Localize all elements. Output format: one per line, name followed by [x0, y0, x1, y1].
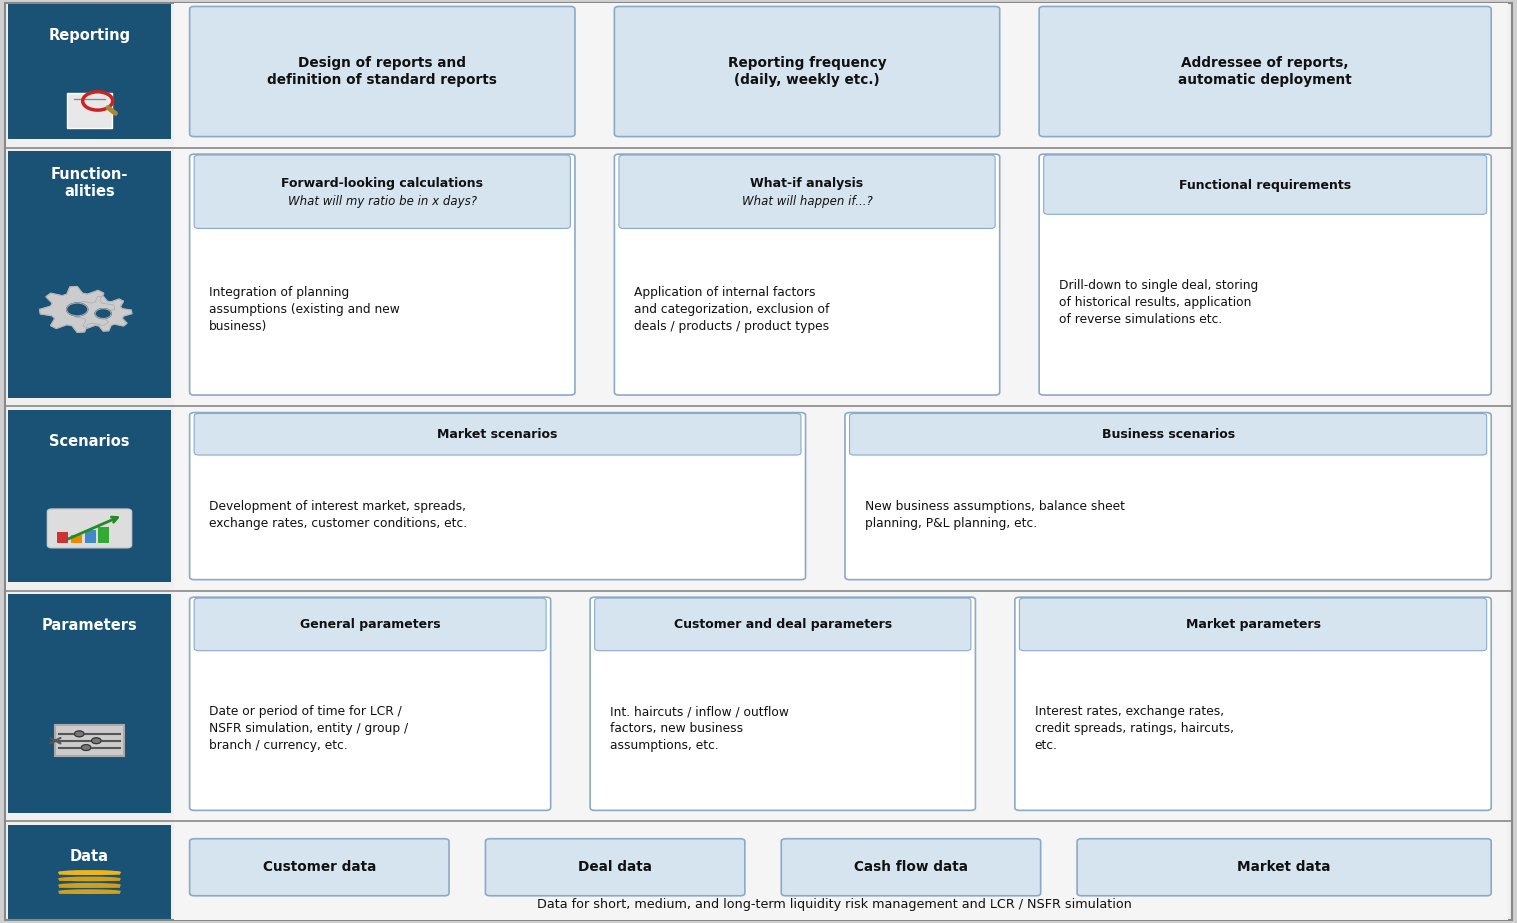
Polygon shape: [74, 296, 132, 331]
Text: General parameters: General parameters: [300, 618, 440, 631]
Polygon shape: [39, 287, 115, 332]
FancyBboxPatch shape: [8, 410, 171, 582]
Text: Deal data: Deal data: [578, 860, 652, 874]
Text: Scenarios: Scenarios: [49, 434, 130, 449]
Text: Interest rates, exchange rates,
credit spreads, ratings, haircuts,
etc.: Interest rates, exchange rates, credit s…: [1035, 705, 1233, 752]
Bar: [71, 534, 82, 543]
Circle shape: [74, 731, 83, 737]
Text: Reporting: Reporting: [49, 28, 130, 42]
FancyBboxPatch shape: [1039, 154, 1491, 395]
Text: New business assumptions, balance sheet
planning, P&L planning, etc.: New business assumptions, balance sheet …: [865, 500, 1124, 531]
FancyBboxPatch shape: [190, 839, 449, 895]
Circle shape: [96, 308, 111, 318]
Text: What-if analysis: What-if analysis: [751, 176, 863, 189]
Bar: [59, 872, 120, 875]
FancyBboxPatch shape: [614, 154, 1000, 395]
Text: Business scenarios: Business scenarios: [1101, 428, 1235, 441]
FancyBboxPatch shape: [8, 594, 171, 813]
FancyBboxPatch shape: [485, 839, 745, 895]
FancyBboxPatch shape: [619, 155, 995, 229]
FancyBboxPatch shape: [190, 154, 575, 395]
Bar: [85, 530, 96, 543]
FancyBboxPatch shape: [194, 598, 546, 651]
FancyBboxPatch shape: [8, 4, 171, 139]
FancyBboxPatch shape: [194, 155, 570, 229]
FancyBboxPatch shape: [781, 839, 1041, 895]
FancyBboxPatch shape: [1039, 6, 1491, 137]
FancyBboxPatch shape: [190, 597, 551, 810]
Text: Drill-down to single deal, storing
of historical results, application
of reverse: Drill-down to single deal, storing of hi…: [1059, 280, 1258, 327]
FancyBboxPatch shape: [190, 413, 806, 580]
Text: Data for short, medium, and long-term liquidity risk management and LCR / NSFR s: Data for short, medium, and long-term li…: [537, 898, 1132, 911]
FancyBboxPatch shape: [67, 93, 112, 128]
Ellipse shape: [59, 890, 120, 893]
Text: Functional requirements: Functional requirements: [1179, 179, 1352, 192]
Text: Function-
alities: Function- alities: [50, 167, 129, 198]
Text: Parameters: Parameters: [41, 618, 138, 633]
FancyBboxPatch shape: [174, 3, 1508, 920]
Text: Int. haircuts / inflow / outflow
factors, new business
assumptions, etc.: Int. haircuts / inflow / outflow factors…: [610, 705, 789, 752]
Text: Cash flow data: Cash flow data: [854, 860, 968, 874]
FancyBboxPatch shape: [8, 825, 171, 919]
FancyBboxPatch shape: [850, 414, 1487, 455]
FancyBboxPatch shape: [1077, 839, 1491, 895]
Text: Application of internal factors
and categorization, exclusion of
deals / product: Application of internal factors and cate…: [634, 286, 830, 333]
Text: Reporting frequency
(daily, weekly etc.): Reporting frequency (daily, weekly etc.): [728, 55, 886, 88]
Text: Design of reports and
definition of standard reports: Design of reports and definition of stan…: [267, 55, 498, 88]
Bar: [59, 879, 120, 881]
Text: Data: Data: [70, 849, 109, 864]
Ellipse shape: [59, 883, 120, 887]
Text: What will happen if...?: What will happen if...?: [742, 195, 872, 208]
Text: Addressee of reports,
automatic deployment: Addressee of reports, automatic deployme…: [1179, 55, 1352, 88]
Text: Customer data: Customer data: [262, 860, 376, 874]
FancyBboxPatch shape: [190, 6, 575, 137]
FancyBboxPatch shape: [1015, 597, 1491, 810]
Bar: [59, 892, 120, 893]
FancyBboxPatch shape: [8, 151, 171, 398]
FancyBboxPatch shape: [590, 597, 975, 810]
Text: Integration of planning
assumptions (existing and new
business): Integration of planning assumptions (exi…: [209, 286, 400, 333]
FancyBboxPatch shape: [1019, 598, 1487, 651]
Text: Customer and deal parameters: Customer and deal parameters: [674, 618, 892, 631]
FancyBboxPatch shape: [56, 725, 124, 756]
Ellipse shape: [59, 871, 120, 874]
Text: Market scenarios: Market scenarios: [437, 428, 558, 441]
Circle shape: [91, 737, 102, 744]
Text: Development of interest market, spreads,
exchange rates, customer conditions, et: Development of interest market, spreads,…: [209, 500, 467, 531]
FancyBboxPatch shape: [845, 413, 1491, 580]
Bar: [58, 532, 68, 543]
Circle shape: [82, 745, 91, 750]
FancyBboxPatch shape: [614, 6, 1000, 137]
FancyBboxPatch shape: [1044, 155, 1487, 214]
Text: Market parameters: Market parameters: [1186, 618, 1320, 631]
Ellipse shape: [59, 871, 120, 874]
FancyBboxPatch shape: [5, 3, 1512, 920]
Ellipse shape: [59, 877, 120, 881]
Bar: [59, 885, 120, 888]
FancyBboxPatch shape: [194, 414, 801, 455]
Text: Market data: Market data: [1238, 860, 1330, 874]
Bar: [99, 527, 109, 543]
Text: Forward-looking calculations: Forward-looking calculations: [281, 176, 484, 189]
FancyBboxPatch shape: [47, 509, 132, 548]
FancyBboxPatch shape: [595, 598, 971, 651]
Text: Date or period of time for LCR /
NSFR simulation, entity / group /
branch / curr: Date or period of time for LCR / NSFR si…: [209, 705, 408, 752]
Text: What will my ratio be in x days?: What will my ratio be in x days?: [288, 195, 476, 208]
Circle shape: [67, 303, 88, 316]
